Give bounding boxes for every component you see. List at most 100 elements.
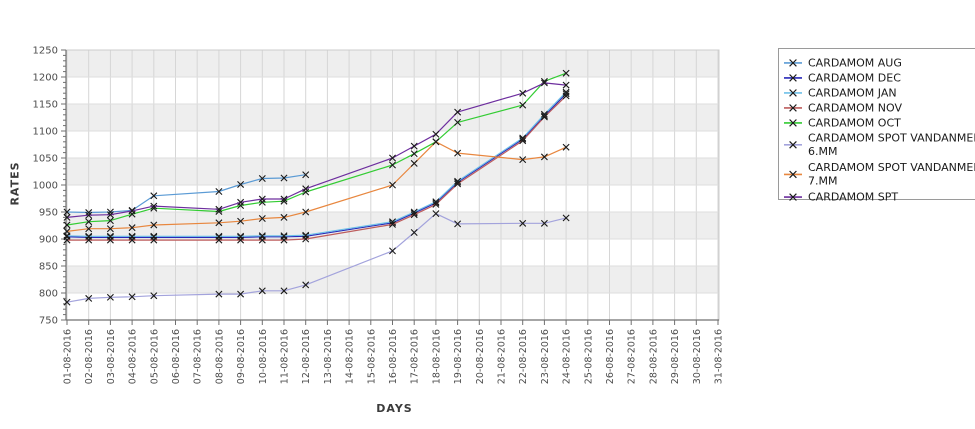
x-axis-tick-label: 22-08-2016	[518, 329, 529, 384]
data-point-x-marker	[302, 208, 310, 216]
series-cardamom-oct	[63, 69, 570, 229]
legend-item-label: CARDAMOM OCT	[808, 116, 901, 129]
data-point-x-marker	[128, 224, 136, 232]
data-point-x-marker	[150, 233, 158, 241]
x-axis-tick-label: 24-08-2016	[562, 329, 573, 384]
x-axis-tick-label: 17-08-2016	[410, 329, 421, 384]
data-point-x-marker	[454, 180, 462, 188]
data-point-x-marker	[85, 218, 93, 226]
data-point-x-marker	[454, 220, 462, 228]
series-cardamom-nov	[63, 92, 570, 244]
x-axis-tick-label: 14-08-2016	[345, 329, 356, 384]
legend-marker-x	[789, 104, 797, 112]
x-axis-tick-label: 23-08-2016	[540, 329, 551, 384]
series-cardamom-spot-vandanmedu-6-mm	[63, 210, 570, 306]
x-axis-tick-label: 20-08-2016	[475, 329, 486, 384]
data-point-x-marker	[562, 69, 570, 77]
legend-item-cardamom-spt[interactable]: CARDAMOM SPT	[784, 191, 898, 204]
data-point-x-marker	[519, 101, 527, 109]
data-point-x-marker	[106, 236, 114, 244]
data-point-x-marker	[432, 138, 440, 146]
data-point-x-marker	[540, 219, 548, 227]
legend-item-cardamom-nov[interactable]: CARDAMOM NOV	[784, 101, 902, 114]
legend-item-cardamom-aug[interactable]: CARDAMOM AUG	[784, 56, 902, 69]
data-point-x-marker	[63, 227, 71, 235]
data-point-x-marker	[258, 214, 266, 222]
data-point-x-marker	[280, 213, 288, 221]
data-point-x-marker	[85, 211, 93, 219]
data-point-x-marker	[519, 137, 527, 145]
data-point-x-marker	[237, 217, 245, 225]
y-axis-tick-label: 950	[39, 208, 58, 219]
data-point-x-marker	[562, 90, 570, 98]
legend-item-label: CARDAMOM AUG	[808, 56, 902, 69]
x-axis-tick-label: 28-08-2016	[648, 329, 659, 384]
x-axis-tick-label: 03-08-2016	[106, 329, 117, 384]
data-point-x-marker	[215, 205, 223, 213]
data-point-x-marker	[410, 142, 418, 150]
data-point-x-marker	[389, 154, 396, 162]
data-point-x-marker	[302, 235, 310, 243]
data-point-x-marker	[106, 211, 114, 219]
data-point-x-marker	[410, 211, 418, 219]
legend-item-cardamom-jan[interactable]: CARDAMOM JAN	[784, 86, 897, 99]
data-point-x-marker	[63, 233, 71, 241]
data-point-x-marker	[454, 108, 462, 116]
data-point-x-marker	[258, 233, 266, 241]
x-axis-tick-label: 05-08-2016	[149, 329, 160, 384]
x-axis-tick-label: 01-08-2016	[63, 329, 74, 384]
data-point-x-marker	[237, 233, 245, 241]
legend-item-label: CARDAMOM SPOT VANDANMEDU	[808, 131, 975, 144]
legend: CARDAMOM AUG CARDAMOM DEC CARDAMOM JAN CARD…	[778, 48, 975, 204]
x-axis-tick-label: 26-08-2016	[605, 329, 616, 384]
data-point-x-marker	[519, 219, 527, 227]
data-point-x-marker	[454, 149, 462, 157]
x-axis-tick-label: 09-08-2016	[236, 329, 247, 384]
legend-marker-x	[789, 170, 797, 179]
legend-marker-x	[789, 59, 797, 67]
data-point-x-marker	[106, 293, 114, 301]
data-point-x-marker	[302, 281, 310, 289]
data-point-x-marker	[562, 81, 570, 89]
y-axis-tick-label: 750	[39, 316, 58, 327]
data-point-x-marker	[63, 236, 71, 244]
data-point-x-marker	[106, 233, 114, 241]
x-axis: 01-08-2016 02-08-2016 03-08-2016 04-08-2016…	[63, 320, 725, 384]
data-point-x-marker	[389, 161, 396, 169]
y-axis-tick-label: 1050	[33, 154, 58, 165]
legend-item-label: 6.MM	[808, 145, 837, 158]
legend-marker-x	[789, 140, 797, 149]
series-cardamom-spt	[63, 79, 570, 221]
data-point-x-marker	[150, 221, 158, 229]
data-point-x-marker	[519, 135, 527, 143]
legend-item-cardamom-oct[interactable]: CARDAMOM OCT	[784, 116, 901, 129]
data-point-x-marker	[106, 225, 114, 233]
data-point-x-marker	[540, 113, 548, 121]
y-axis-tick-label: 1150	[33, 100, 58, 111]
data-point-x-marker	[432, 210, 440, 218]
legend-item-cardamom-dec[interactable]: CARDAMOM DEC	[784, 71, 901, 84]
data-point-x-marker	[258, 287, 266, 295]
x-axis-tick-label: 13-08-2016	[323, 329, 334, 384]
data-point-x-marker	[280, 174, 288, 182]
data-point-x-marker	[540, 112, 548, 120]
legend-item-label: CARDAMOM SPT	[808, 191, 898, 204]
x-axis-tick-label: 30-08-2016	[692, 329, 703, 384]
x-axis-tick-label: 25-08-2016	[583, 329, 594, 384]
legend-item-label: 7.MM	[808, 175, 837, 188]
data-point-x-marker	[432, 200, 440, 208]
data-point-x-marker	[410, 229, 418, 237]
x-axis-tick-label: 31-08-2016	[714, 329, 725, 384]
data-point-x-marker	[106, 217, 114, 225]
data-point-x-marker	[280, 233, 288, 241]
data-point-x-marker	[63, 213, 71, 221]
data-point-x-marker	[302, 185, 310, 193]
data-point-x-marker	[280, 236, 288, 244]
data-point-x-marker	[302, 171, 310, 179]
x-axis-tick-label: 04-08-2016	[128, 329, 139, 384]
data-point-x-marker	[128, 233, 136, 241]
data-point-x-marker	[258, 195, 266, 203]
